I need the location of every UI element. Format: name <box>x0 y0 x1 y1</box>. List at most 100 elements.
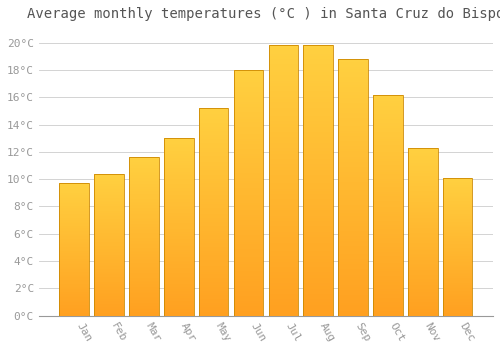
Bar <box>60 239 89 240</box>
Bar <box>164 300 194 301</box>
Bar <box>199 208 228 210</box>
Bar <box>60 248 89 250</box>
Bar <box>199 222 228 224</box>
Bar <box>304 91 333 94</box>
Bar <box>338 287 368 290</box>
Bar <box>60 203 89 204</box>
Bar <box>443 194 472 196</box>
Bar <box>304 46 333 316</box>
Bar <box>164 154 194 156</box>
Bar <box>268 189 298 191</box>
Bar <box>304 137 333 140</box>
Bar <box>304 140 333 143</box>
Bar <box>164 144 194 145</box>
Bar <box>304 237 333 240</box>
Bar <box>338 229 368 231</box>
Bar <box>443 204 472 205</box>
Bar <box>373 121 402 123</box>
Bar <box>268 224 298 226</box>
Bar <box>94 310 124 312</box>
Bar <box>234 264 264 267</box>
Bar <box>268 86 298 89</box>
Bar <box>94 300 124 301</box>
Bar <box>129 282 159 284</box>
Bar <box>443 211 472 212</box>
Bar <box>94 306 124 307</box>
Bar <box>94 260 124 262</box>
Bar <box>164 216 194 218</box>
Bar <box>443 198 472 200</box>
Bar <box>338 126 368 128</box>
Bar <box>338 164 368 167</box>
Bar <box>129 265 159 267</box>
Bar <box>373 236 402 238</box>
Bar <box>443 313 472 314</box>
Bar <box>338 98 368 100</box>
Bar <box>373 139 402 141</box>
Bar <box>304 226 333 229</box>
Bar <box>60 297 89 299</box>
Bar <box>373 234 402 236</box>
Bar <box>408 240 438 242</box>
Bar <box>373 101 402 103</box>
Bar <box>338 241 368 244</box>
Bar <box>443 277 472 279</box>
Bar <box>268 56 298 59</box>
Bar <box>164 168 194 170</box>
Bar <box>164 190 194 191</box>
Bar <box>60 231 89 232</box>
Bar <box>408 264 438 265</box>
Bar <box>129 180 159 181</box>
Bar <box>234 112 264 114</box>
Bar <box>373 117 402 119</box>
Bar <box>164 138 194 316</box>
Bar <box>94 285 124 286</box>
Bar <box>408 284 438 286</box>
Bar <box>268 137 298 140</box>
Bar <box>164 250 194 252</box>
Bar <box>373 136 402 139</box>
Bar <box>199 293 228 295</box>
Bar <box>373 225 402 227</box>
Bar <box>268 308 298 310</box>
Bar <box>443 292 472 294</box>
Bar <box>408 272 438 274</box>
Bar <box>199 231 228 233</box>
Bar <box>304 143 333 145</box>
Bar <box>338 141 368 144</box>
Bar <box>338 64 368 67</box>
Bar <box>129 187 159 189</box>
Bar <box>338 275 368 277</box>
Bar <box>60 281 89 282</box>
Bar <box>268 46 298 48</box>
Bar <box>129 281 159 282</box>
Bar <box>199 114 228 117</box>
Bar <box>304 270 333 272</box>
Bar <box>338 67 368 69</box>
Bar <box>304 67 333 70</box>
Bar <box>268 62 298 64</box>
Bar <box>234 232 264 234</box>
Bar <box>60 288 89 289</box>
Bar <box>268 300 298 302</box>
Bar <box>408 301 438 302</box>
Bar <box>164 160 194 161</box>
Bar <box>129 233 159 235</box>
Bar <box>164 305 194 307</box>
Bar <box>304 89 333 91</box>
Bar <box>443 225 472 226</box>
Bar <box>338 213 368 216</box>
Bar <box>443 182 472 183</box>
Bar <box>304 310 333 313</box>
Bar <box>373 108 402 110</box>
Bar <box>268 126 298 129</box>
Bar <box>408 302 438 304</box>
Bar <box>94 303 124 304</box>
Bar <box>338 180 368 182</box>
Bar <box>60 273 89 275</box>
Bar <box>164 202 194 204</box>
Bar <box>60 183 89 316</box>
Bar <box>234 151 264 154</box>
Bar <box>304 151 333 154</box>
Bar <box>443 279 472 280</box>
